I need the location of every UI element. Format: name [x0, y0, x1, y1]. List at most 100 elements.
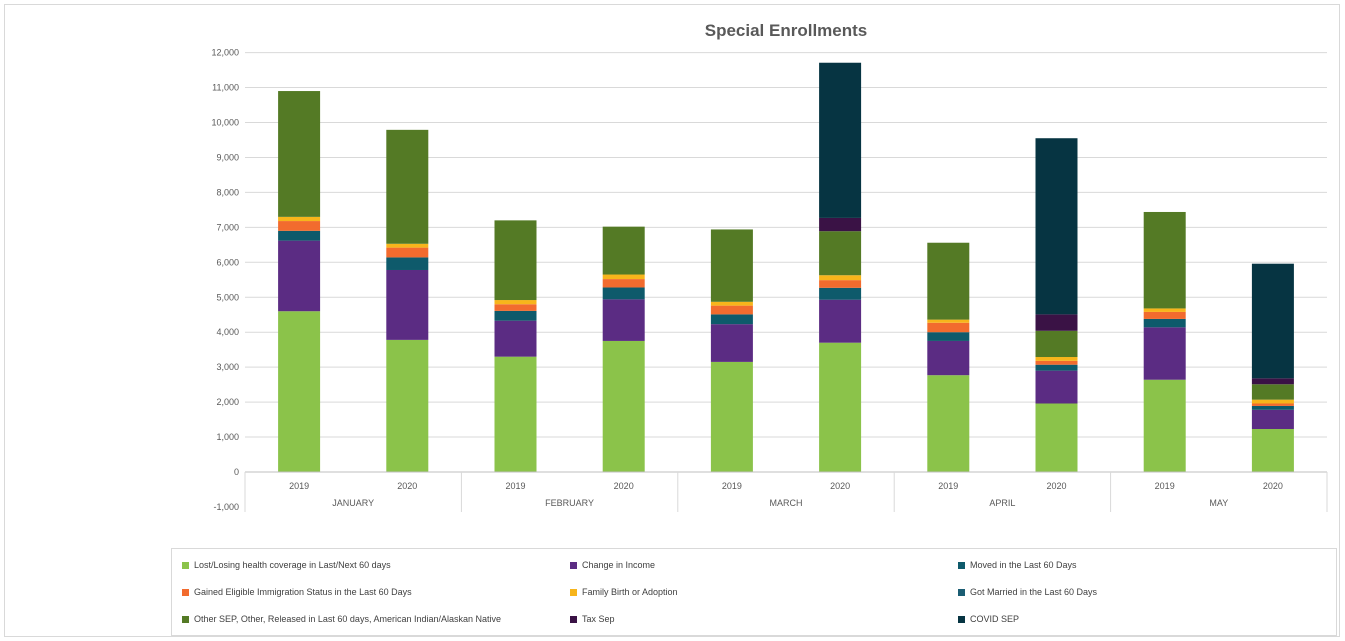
- y-tick-label: 10,000: [211, 118, 239, 128]
- bar-segment: [819, 342, 862, 472]
- legend-label: COVID SEP: [970, 614, 1020, 624]
- bar-segment: [278, 91, 321, 217]
- bar-segment: [1251, 399, 1294, 404]
- bar-segment: [927, 375, 970, 472]
- bar-segment: [1035, 330, 1078, 358]
- y-tick-label: 9,000: [216, 152, 239, 162]
- x-tick-label: 2019: [722, 481, 742, 491]
- bar-segment: [819, 217, 862, 232]
- legend: Lost/Losing health coverage in Last/Next…: [171, 548, 1337, 636]
- x-tick-label: 2020: [1263, 481, 1283, 491]
- y-tick-label: 0: [234, 467, 239, 477]
- bar-segment: [278, 216, 321, 222]
- x-tick-label: 2019: [289, 481, 309, 491]
- legend-item: Lost/Losing health coverage in Last/Next…: [182, 560, 391, 570]
- x-tick-label: 2020: [830, 481, 850, 491]
- legend-item: Family Birth or Adoption: [570, 587, 678, 597]
- x-tick-label: 2019: [505, 481, 525, 491]
- group-label: FEBRUARY: [545, 498, 594, 508]
- bar-segment: [1035, 403, 1078, 472]
- bar-segment: [494, 356, 537, 472]
- legend-item: Change in Income: [570, 560, 655, 570]
- legend-label: Family Birth or Adoption: [582, 587, 678, 597]
- x-tick-label: 2020: [614, 481, 634, 491]
- bar-segment: [1251, 429, 1294, 472]
- bar-segment: [278, 311, 321, 472]
- bar-segment: [1143, 308, 1186, 312]
- legend-item: COVID SEP: [958, 614, 1019, 624]
- bar-segment: [1251, 384, 1294, 400]
- group-label: JANUARY: [332, 498, 374, 508]
- y-tick-label: -1,000: [213, 502, 239, 512]
- legend-item: Got Married in the Last 60 Days: [958, 587, 1097, 597]
- x-tick-label: 2020: [1046, 481, 1066, 491]
- legend-swatch: [958, 615, 965, 623]
- bar-segment: [710, 229, 753, 302]
- legend-label: Got Married in the Last 60 Days: [970, 587, 1098, 597]
- legend-swatch: [958, 588, 965, 596]
- bar-segment: [819, 275, 862, 281]
- bar-segment: [927, 319, 970, 323]
- bar-segment: [1251, 378, 1294, 385]
- legend-item: Tax Sep: [570, 614, 615, 624]
- legend-item: Other SEP, Other, Released in Last 60 da…: [182, 614, 501, 624]
- bar-segment: [1143, 318, 1186, 328]
- bar-segment: [1143, 327, 1186, 380]
- bar-segment: [927, 322, 970, 333]
- bar-segment: [602, 299, 645, 341]
- bar-segment: [1035, 360, 1078, 365]
- bar-segment: [710, 361, 753, 472]
- bar-segment: [1035, 370, 1078, 404]
- legend-swatch: [182, 588, 189, 596]
- legend-item: Gained Eligible Immigration Status in th…: [182, 587, 412, 597]
- legend-swatch: [570, 561, 577, 569]
- bar-segment: [1143, 211, 1186, 309]
- bar-segment: [1251, 263, 1294, 379]
- bar-segment: [1251, 403, 1294, 406]
- bar-segment: [602, 287, 645, 300]
- y-tick-label: 7,000: [216, 222, 239, 232]
- bar-segment: [819, 280, 862, 288]
- bar-segment: [927, 332, 970, 341]
- bar-segment: [710, 301, 753, 306]
- bar-segment: [494, 320, 537, 357]
- y-tick-label: 2,000: [216, 397, 239, 407]
- legend-swatch: [570, 615, 577, 623]
- bar-segment: [927, 242, 970, 320]
- y-tick-label: 8,000: [216, 187, 239, 197]
- legend-swatch: [570, 588, 577, 596]
- bar-segment: [278, 221, 321, 231]
- bar-segment: [1035, 314, 1078, 331]
- x-tick-label: 2020: [397, 481, 417, 491]
- legend-item: Moved in the Last 60 Days: [958, 560, 1077, 570]
- bar-segment: [1143, 311, 1186, 319]
- group-label: APRIL: [989, 498, 1015, 508]
- y-tick-label: 5,000: [216, 292, 239, 302]
- bar-segment: [602, 279, 645, 288]
- legend-label: Moved in the Last 60 Days: [970, 560, 1077, 570]
- bar-segment: [819, 299, 862, 343]
- bar-segment: [494, 300, 537, 305]
- bar-segment: [1251, 405, 1294, 410]
- bar-segment: [386, 243, 429, 248]
- bar-segment: [710, 314, 753, 325]
- bar-segment: [927, 340, 970, 376]
- bar-segment: [819, 231, 862, 276]
- group-label: MAY: [1209, 498, 1228, 508]
- bar-segment: [386, 247, 429, 258]
- bar-segment: [1143, 379, 1186, 472]
- y-tick-label: 12,000: [211, 48, 239, 58]
- legend-swatch: [958, 561, 965, 569]
- legend-swatch: [182, 561, 189, 569]
- legend-label: Gained Eligible Immigration Status in th…: [194, 587, 412, 597]
- group-label: MARCH: [770, 498, 803, 508]
- bar-segment: [494, 310, 537, 321]
- legend-label: Other SEP, Other, Released in Last 60 da…: [194, 614, 502, 624]
- bar-segment: [819, 62, 862, 218]
- y-tick-label: 1,000: [216, 432, 239, 442]
- bar-segment: [494, 220, 537, 301]
- chart-frame: Special Enrollments -1,000 0 1,000 2,000 3,00…: [4, 4, 1340, 637]
- bar-segment: [278, 240, 321, 312]
- bar-segment: [1251, 409, 1294, 430]
- bar-segment: [710, 305, 753, 315]
